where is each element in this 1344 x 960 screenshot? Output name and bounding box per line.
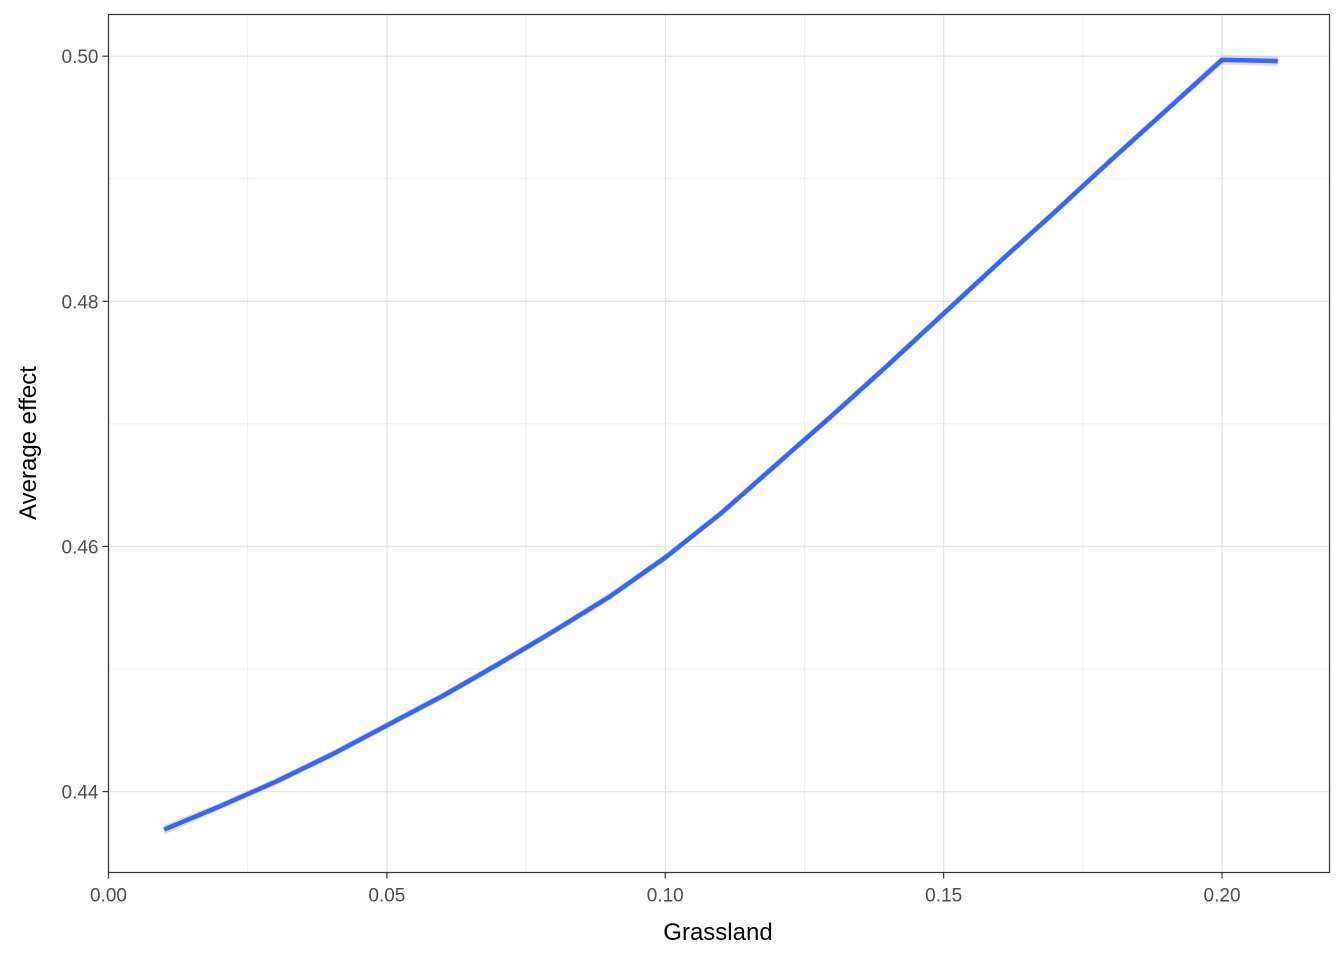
x-tick-label: 0.20 (1204, 886, 1241, 907)
y-tick-label: 0.44 (62, 783, 99, 804)
y-axis-title: Average effect (15, 366, 42, 520)
x-axis-ticks: 0.00 0.05 0.10 0.15 0.20 (90, 872, 1241, 907)
plot-border (107, 13, 1331, 874)
major-gridlines (107, 14, 1330, 873)
plot-panel (108, 14, 1330, 873)
y-axis-ticks: 0.44 0.46 0.48 0.50 (62, 47, 109, 804)
smooth-line (163, 57, 1278, 832)
x-tick-label: 0.00 (90, 886, 127, 907)
x-tick-label: 0.05 (368, 886, 405, 907)
y-tick-label: 0.48 (62, 292, 99, 313)
y-tick-label: 0.46 (62, 537, 99, 558)
x-tick-label: 0.15 (925, 886, 962, 907)
x-axis-title: Grassland (663, 919, 772, 946)
x-tick-label: 0.10 (647, 886, 684, 907)
y-tick-label: 0.50 (62, 47, 99, 68)
minor-gridlines (108, 14, 1330, 873)
